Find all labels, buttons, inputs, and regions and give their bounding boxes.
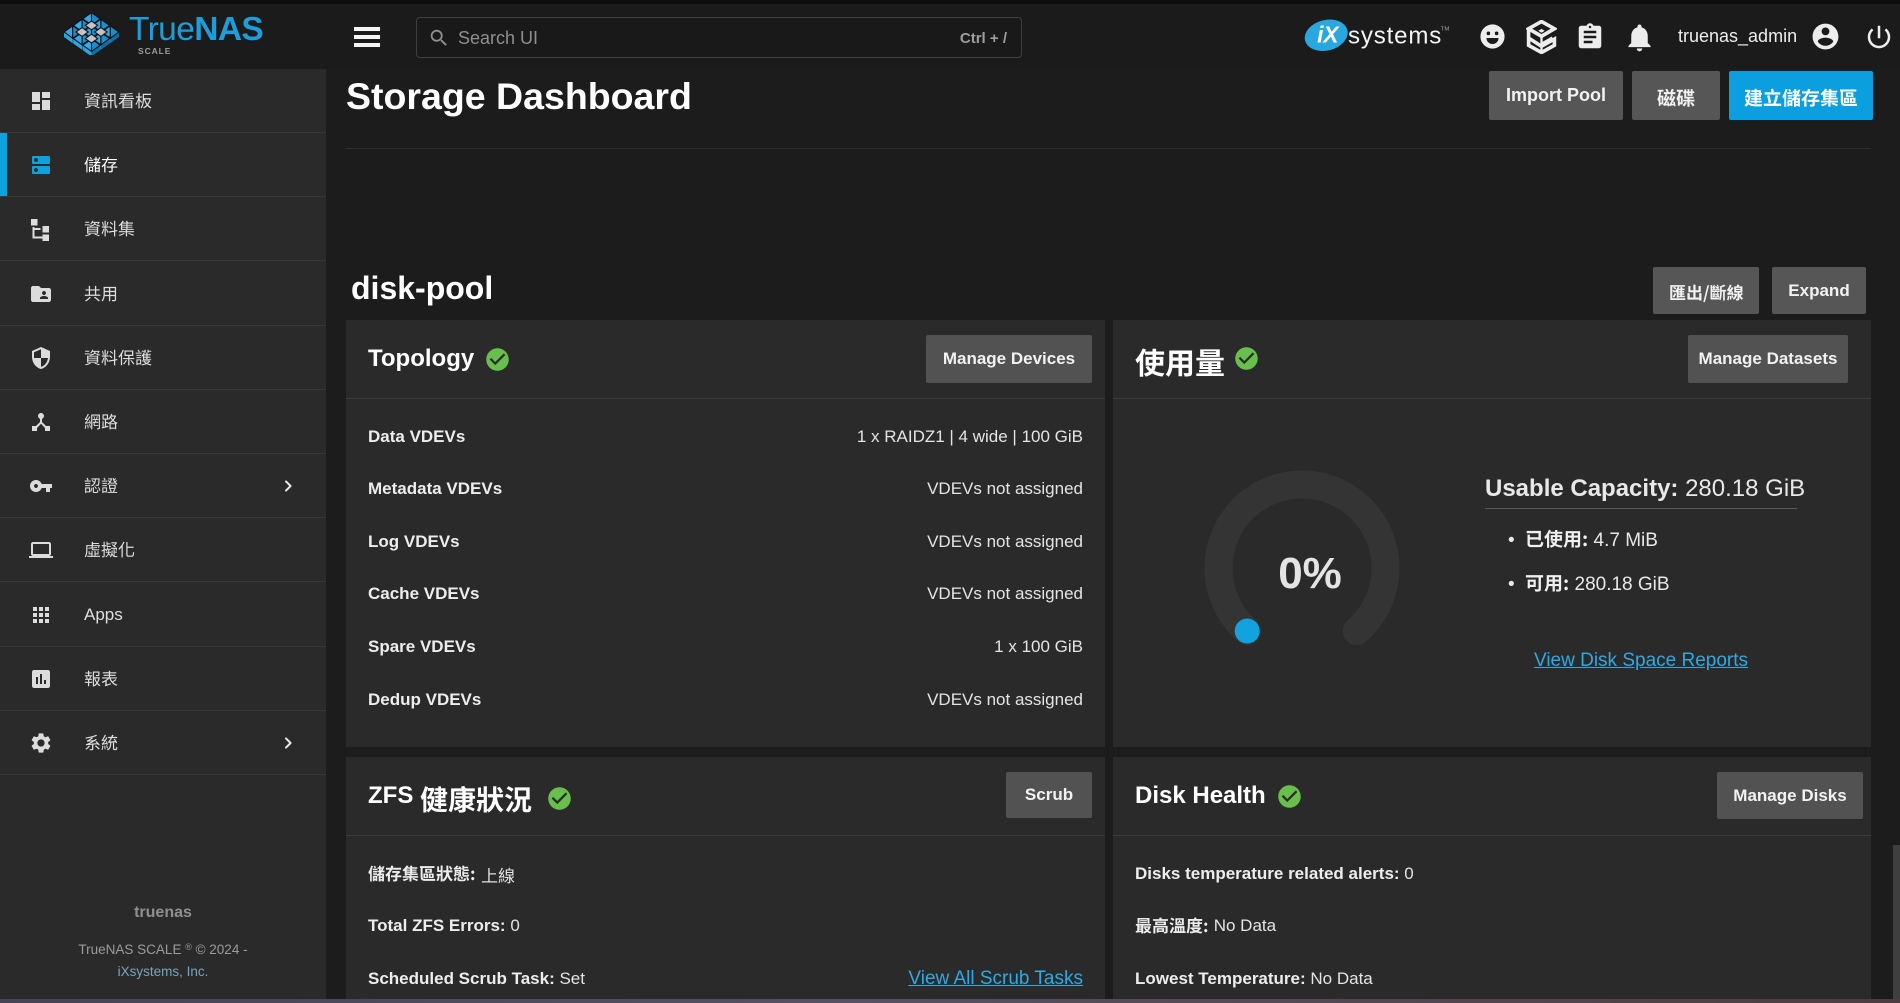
svg-text:systems: systems: [1348, 22, 1442, 49]
svg-text:TM: TM: [1441, 26, 1450, 32]
svg-text:iX: iX: [1317, 21, 1340, 47]
